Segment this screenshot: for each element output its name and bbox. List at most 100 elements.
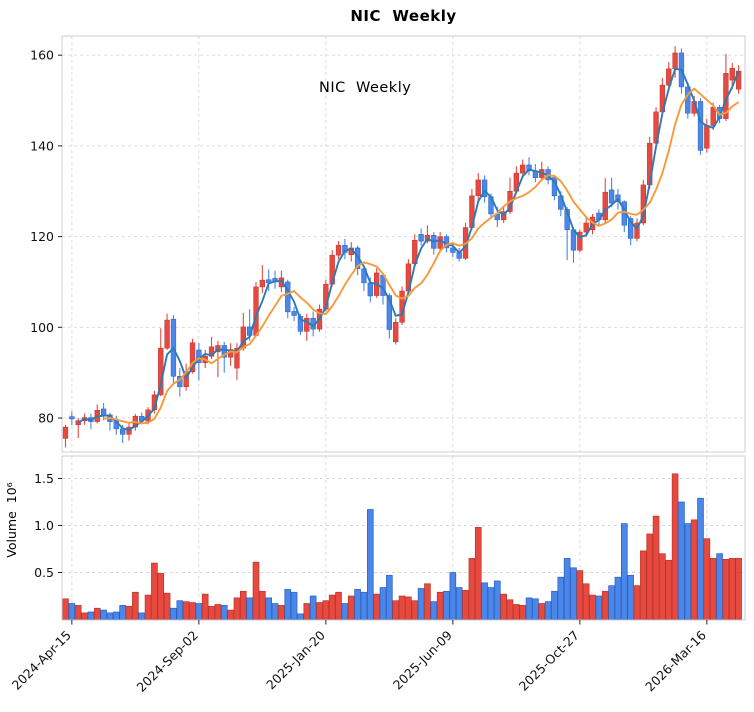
y-tick-label: 160 bbox=[30, 48, 54, 63]
candle-body bbox=[354, 247, 361, 270]
volume-bar bbox=[557, 576, 565, 620]
candle-body bbox=[297, 316, 304, 332]
volume-bar bbox=[227, 609, 234, 620]
y-tick-label: 100 bbox=[30, 320, 54, 335]
volume-bar bbox=[563, 558, 571, 620]
candle-body bbox=[602, 191, 608, 221]
candle-body bbox=[69, 416, 75, 420]
candle-body bbox=[259, 279, 266, 288]
volume-bar bbox=[386, 574, 393, 620]
volume-bar bbox=[62, 598, 69, 620]
volume-bar bbox=[170, 607, 177, 620]
volume-bar bbox=[106, 612, 114, 620]
volume-bar bbox=[246, 597, 253, 620]
volume-bar bbox=[582, 583, 590, 620]
volume-bar bbox=[297, 613, 304, 620]
volume-bar bbox=[576, 570, 584, 620]
volume-bar bbox=[678, 501, 685, 620]
volume-bar bbox=[665, 559, 673, 620]
volume-bar bbox=[252, 561, 260, 620]
volume-tick-label: 0.5 bbox=[34, 565, 54, 580]
volume-bar bbox=[716, 553, 723, 620]
volume-bar bbox=[646, 533, 654, 620]
candle-body bbox=[62, 426, 69, 439]
volume-bar bbox=[335, 591, 342, 620]
volume-bar bbox=[233, 597, 241, 620]
volume-bar bbox=[265, 597, 273, 620]
volume-bar bbox=[341, 603, 349, 620]
candle-body bbox=[164, 319, 170, 349]
ma-fast-line bbox=[77, 68, 740, 432]
candle-body bbox=[437, 236, 443, 249]
volume-bar bbox=[87, 611, 95, 620]
candle-body bbox=[583, 222, 589, 233]
candle-body bbox=[367, 282, 373, 297]
volume-bar bbox=[81, 612, 88, 620]
volume-bar bbox=[303, 603, 311, 620]
volume-bar bbox=[322, 600, 330, 620]
volume-bar bbox=[640, 550, 647, 620]
volume-bar bbox=[259, 590, 266, 620]
volume-bar bbox=[538, 603, 546, 620]
candle-body bbox=[672, 52, 678, 70]
volume-bar bbox=[208, 605, 215, 620]
volume-bar bbox=[620, 523, 628, 620]
volume-bar bbox=[684, 523, 692, 620]
volume-bar bbox=[703, 538, 711, 620]
volume-bar bbox=[240, 590, 247, 620]
volume-bar bbox=[367, 509, 374, 620]
volume-bar bbox=[601, 590, 609, 620]
volume-bar bbox=[443, 590, 450, 620]
x-tick-label: 2025-Oct-27 bbox=[516, 628, 582, 694]
volume-bar bbox=[182, 601, 190, 620]
x-tick-label: 2024-Sep-02 bbox=[134, 628, 201, 695]
volume-bar bbox=[125, 605, 133, 620]
candle-body bbox=[481, 179, 488, 197]
x-tick-label: 2026-Mar-16 bbox=[642, 627, 709, 694]
volume-bar bbox=[195, 603, 203, 620]
candle-body bbox=[628, 218, 634, 239]
volume-bar bbox=[614, 576, 622, 620]
price-panel bbox=[61, 35, 746, 453]
volume-bar bbox=[271, 603, 279, 620]
candle-body bbox=[335, 244, 342, 256]
candle-body bbox=[393, 322, 399, 343]
chart-title: NIC Weekly bbox=[350, 7, 457, 25]
volume-axis-label: Volume 10⁶ bbox=[4, 482, 19, 558]
volume-bar bbox=[328, 594, 336, 620]
volume-bar bbox=[462, 590, 469, 620]
volume-bar bbox=[455, 587, 463, 620]
volume-bar bbox=[347, 595, 355, 620]
candle-body bbox=[418, 234, 424, 242]
volume-bar bbox=[360, 591, 368, 620]
y-tick-label: 80 bbox=[38, 411, 54, 426]
volume-bar bbox=[627, 574, 634, 620]
volume-bar bbox=[201, 593, 209, 620]
volume-bar bbox=[138, 612, 146, 620]
volume-bar bbox=[220, 605, 228, 620]
volume-bar bbox=[494, 580, 501, 620]
volume-bar bbox=[519, 605, 527, 620]
candle-body bbox=[475, 179, 481, 197]
volume-bar bbox=[487, 587, 495, 620]
volume-bar bbox=[157, 573, 165, 620]
volume-panel bbox=[61, 455, 746, 621]
candle-body bbox=[291, 311, 297, 316]
volume-bar bbox=[398, 595, 406, 620]
volume-bar bbox=[411, 600, 419, 620]
volume-bar bbox=[163, 592, 171, 620]
candle-body bbox=[697, 101, 704, 151]
volume-bar bbox=[474, 527, 482, 620]
volume-bar bbox=[284, 589, 292, 620]
volume-bar bbox=[589, 594, 596, 620]
ma-slow-line bbox=[103, 87, 740, 425]
volume-bar bbox=[722, 558, 730, 620]
volume-bar bbox=[570, 567, 577, 620]
volume-bar bbox=[525, 597, 533, 620]
volume-bar bbox=[709, 558, 717, 620]
candle-body bbox=[450, 247, 456, 253]
volume-bar bbox=[608, 585, 615, 620]
x-tick-label: 2025-Jan-20 bbox=[263, 627, 328, 692]
candle-body bbox=[285, 281, 291, 313]
volume-bar bbox=[290, 591, 298, 620]
